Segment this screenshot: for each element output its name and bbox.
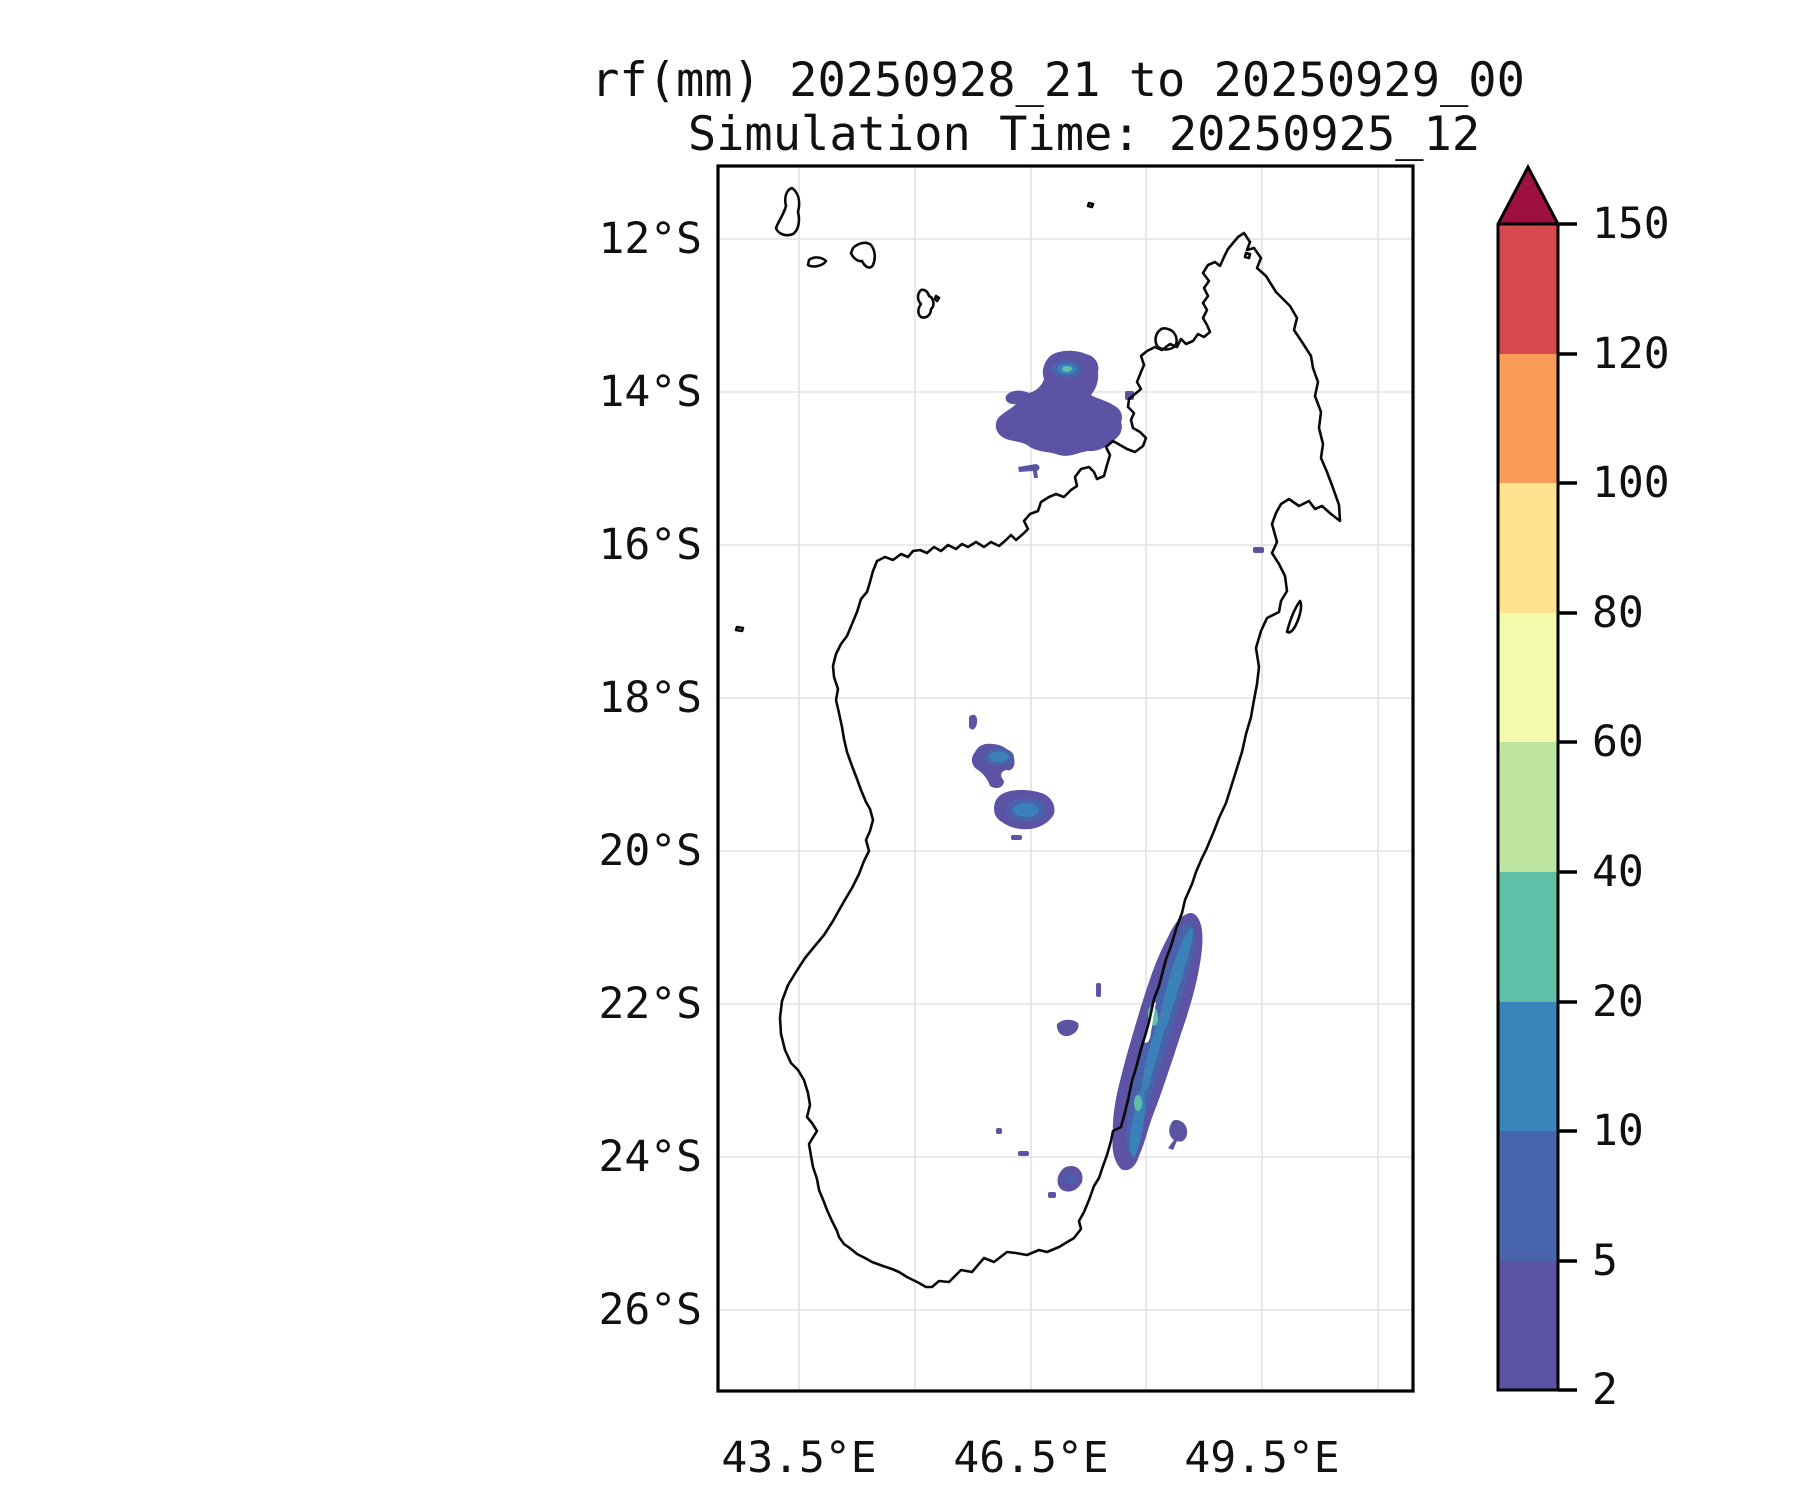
- colorbar-tick-label: 2: [1592, 1365, 1618, 1415]
- rain-dash: [1011, 835, 1022, 840]
- y-tick-label: 18°S: [598, 673, 702, 723]
- colorbar-tick-labels: 150 120 100 80 60 40 20 10 5 2: [1592, 199, 1670, 1415]
- y-tick-label: 26°S: [598, 1285, 702, 1335]
- rain-northwest-patch: [995, 350, 1123, 456]
- x-tick-label: 46.5°E: [953, 1433, 1108, 1483]
- grande-comore-island: [774, 186, 801, 237]
- figure-subtitle: Simulation Time: 20250925_12: [688, 107, 1480, 162]
- y-tick-label: 20°S: [598, 826, 702, 876]
- rain-central-north-core-strong: [989, 751, 1009, 763]
- juan-de-nova-islet: [734, 625, 745, 633]
- y-tick-label: 12°S: [598, 214, 702, 264]
- colorbar-segment: [1498, 613, 1558, 742]
- colorbar-tick-label: 120: [1592, 329, 1670, 379]
- colorbar-tick-label: 5: [1592, 1236, 1618, 1286]
- y-tick-label: 22°S: [598, 979, 702, 1029]
- x-axis-tick-labels: 43.5°E 46.5°E 49.5°E: [721, 1433, 1339, 1483]
- colorbar-tick-label: 150: [1592, 199, 1670, 249]
- rain-speck-south: [996, 1128, 1002, 1134]
- colorbar-tick-label: 40: [1592, 847, 1644, 897]
- colorbar-tick-label: 10: [1592, 1106, 1644, 1156]
- rain-central-south-core-strong: [1013, 803, 1039, 817]
- colorbar-tick-label: 100: [1592, 458, 1670, 508]
- colorbar-segment: [1498, 1131, 1558, 1261]
- map-axes-frame: [716, 164, 1415, 1393]
- rain-blob-southwest-core: [1064, 1174, 1076, 1184]
- colorbar-segment: [1498, 1002, 1558, 1131]
- colorbar-over-arrow: [1498, 167, 1558, 224]
- rain-blob-west-of-band: [1056, 1019, 1079, 1037]
- colorbar-outline: [1496, 163, 1560, 1392]
- rain-southeast-band-peak-2: [1134, 1095, 1142, 1111]
- nosy-be-island: [1154, 327, 1178, 351]
- colorbar-segment: [1498, 1261, 1558, 1390]
- colorbar-segment: [1498, 872, 1558, 1002]
- y-tick-label: 16°S: [598, 520, 702, 570]
- map-axes-background: [718, 166, 1413, 1391]
- madagascar-coastline: [778, 231, 1342, 1289]
- northern-islet: [1243, 251, 1252, 260]
- colorbar-segment: [1498, 742, 1558, 872]
- map-gridlines: [718, 166, 1413, 1391]
- rain-northwest-core-peak: [1062, 366, 1072, 372]
- rain-tick-west-of-band: [1096, 983, 1101, 997]
- y-tick-label: 24°S: [598, 1132, 702, 1182]
- coastlines: [734, 186, 1342, 1289]
- rain-dash-east-coast: [1253, 547, 1264, 553]
- figure-title: rf(mm) 20250928_21 to 20250929_00: [591, 53, 1525, 108]
- colorbar-segment: [1498, 224, 1558, 354]
- colorbar-segment: [1498, 354, 1558, 483]
- y-axis-tick-labels: 12°S 14°S 16°S 18°S 20°S 22°S 24°S 26°S: [598, 214, 702, 1335]
- x-tick-label: 43.5°E: [721, 1433, 876, 1483]
- rain-southeast-band-core-upper: [1158, 927, 1193, 1032]
- rain-northwest-strip: [1018, 464, 1040, 478]
- mayotte-island: [916, 288, 935, 319]
- rain-southeast-band-core-middle: [1141, 1014, 1165, 1093]
- colorbar-tick-label: 60: [1592, 717, 1644, 767]
- rain-dash-south: [1018, 1151, 1029, 1156]
- colorbar-tick-label: 20: [1592, 977, 1644, 1027]
- x-tick-label: 49.5°E: [1184, 1433, 1339, 1483]
- colorbar-segment: [1498, 483, 1558, 613]
- anjouan-island: [849, 241, 877, 269]
- colorbar-tick-marks: [1558, 222, 1577, 1392]
- moheli-island: [806, 256, 828, 268]
- rain-dash-southwest: [1048, 1192, 1056, 1198]
- rain-tadpole-east: [1168, 1120, 1188, 1150]
- colorbar: 150 120 100 80 60 40 20 10 5 2: [1496, 163, 1670, 1415]
- rainfall-contours: [969, 350, 1264, 1198]
- mayotte-islet: [933, 294, 941, 303]
- sainte-marie-island: [1285, 599, 1303, 634]
- colorbar-tick-label: 80: [1592, 588, 1644, 638]
- rain-central-dot: [969, 714, 978, 730]
- y-tick-label: 14°S: [598, 367, 702, 417]
- glorioso-islet: [1086, 201, 1095, 209]
